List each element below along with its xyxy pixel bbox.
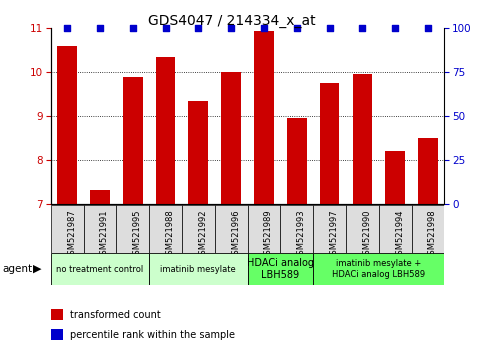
Point — [326, 25, 333, 31]
Text: GSM521988: GSM521988 — [166, 209, 174, 260]
Text: no treatment control: no treatment control — [57, 264, 143, 274]
Bar — [51, 205, 84, 253]
Text: GSM521991: GSM521991 — [100, 209, 109, 259]
Point — [129, 25, 137, 31]
Bar — [379, 205, 412, 253]
Bar — [412, 205, 444, 253]
Bar — [51, 309, 63, 320]
Bar — [90, 190, 110, 204]
Text: GSM521992: GSM521992 — [199, 209, 207, 259]
Bar — [188, 101, 208, 204]
Text: GSM521998: GSM521998 — [428, 209, 437, 260]
Bar — [51, 253, 149, 285]
Bar — [385, 151, 405, 204]
Text: GSM521993: GSM521993 — [297, 209, 306, 260]
Text: GSM521997: GSM521997 — [329, 209, 339, 260]
Text: ▶: ▶ — [33, 264, 42, 274]
Bar — [84, 205, 116, 253]
Text: GSM521994: GSM521994 — [395, 209, 404, 259]
Point — [358, 25, 366, 31]
Bar — [346, 205, 379, 253]
Bar — [313, 205, 346, 253]
Text: GSM521989: GSM521989 — [264, 209, 273, 260]
Point — [260, 25, 268, 31]
Point — [63, 25, 71, 31]
Point — [195, 25, 202, 31]
Text: imatinib mesylate +
HDACi analog LBH589: imatinib mesylate + HDACi analog LBH589 — [332, 259, 426, 279]
Bar — [247, 253, 313, 285]
Bar — [320, 83, 340, 204]
Text: transformed count: transformed count — [71, 310, 161, 320]
Text: percentile rank within the sample: percentile rank within the sample — [71, 330, 235, 340]
Text: HDACi analog
LBH589: HDACi analog LBH589 — [247, 258, 314, 280]
Bar — [156, 57, 175, 204]
Point — [227, 25, 235, 31]
Bar — [418, 138, 438, 204]
Bar — [280, 205, 313, 253]
Bar — [51, 330, 63, 340]
Bar — [221, 72, 241, 204]
Text: agent: agent — [2, 264, 32, 274]
Bar — [149, 205, 182, 253]
Text: GDS4047 / 214334_x_at: GDS4047 / 214334_x_at — [148, 14, 316, 28]
Bar — [149, 253, 247, 285]
Bar — [123, 76, 142, 204]
Bar — [313, 253, 444, 285]
Point — [424, 25, 432, 31]
Text: GSM521987: GSM521987 — [67, 209, 76, 260]
Text: GSM521990: GSM521990 — [362, 209, 371, 259]
Point — [96, 25, 104, 31]
Bar — [215, 205, 247, 253]
Point — [293, 25, 300, 31]
Text: imatinib mesylate: imatinib mesylate — [160, 264, 236, 274]
Text: GSM521996: GSM521996 — [231, 209, 240, 260]
Bar — [287, 118, 307, 204]
Point — [391, 25, 399, 31]
Point — [162, 25, 170, 31]
Bar — [353, 74, 372, 204]
Bar — [254, 30, 274, 204]
Bar — [182, 205, 215, 253]
Text: GSM521995: GSM521995 — [133, 209, 142, 259]
Bar — [247, 205, 280, 253]
Bar — [116, 205, 149, 253]
Bar — [57, 46, 77, 204]
